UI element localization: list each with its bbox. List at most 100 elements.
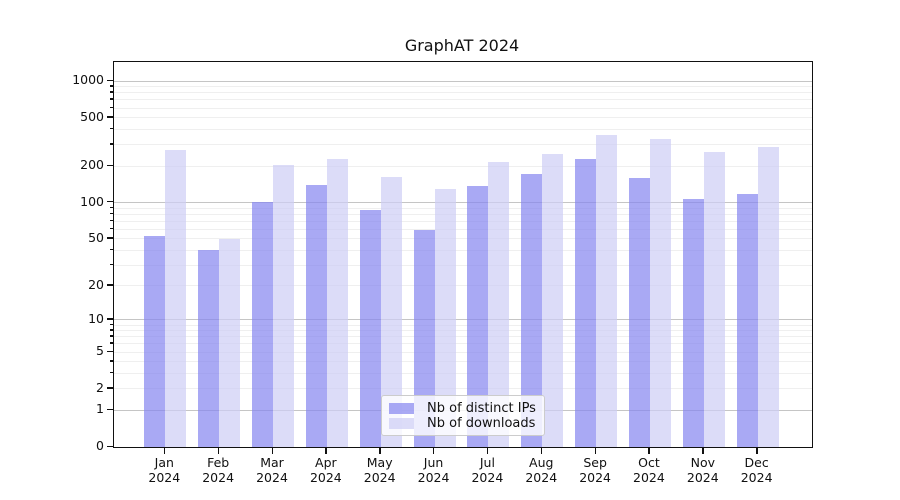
bar-ips-sep: [575, 159, 597, 447]
gridline-4: [114, 361, 812, 363]
bar-downloads-oct: [649, 139, 671, 447]
x-tick-label-mar: Mar 2024: [256, 455, 288, 485]
y-tick-label-1000: 1000: [72, 72, 104, 88]
bar-ips-jan: [144, 235, 166, 447]
legend-label-distinct-ips: Nb of distinct IPs: [427, 400, 536, 416]
gridline-80: [114, 213, 812, 215]
y-tick-mark-50: [107, 237, 113, 239]
gridline-900: [114, 86, 812, 88]
bar-downloads-jan: [165, 150, 187, 447]
legend-label-downloads: Nb of downloads: [427, 415, 536, 431]
bar-downloads-sep: [596, 135, 618, 447]
gridline-90: [114, 207, 812, 209]
x-tick-mark-oct: [648, 447, 650, 454]
x-tick-mark-sep: [594, 447, 596, 454]
y-minor-tick-mark-6: [110, 342, 113, 344]
y-minor-tick-mark-700: [110, 98, 113, 100]
y-tick-label-50: 50: [88, 229, 104, 245]
y-tick-label-500: 500: [80, 108, 104, 124]
bar-ips-may: [359, 210, 381, 447]
bar-downloads-feb: [219, 238, 241, 447]
y-minor-tick-mark-300: [110, 143, 113, 145]
x-tick-label-nov: Nov 2024: [686, 455, 719, 485]
gridline-8: [114, 330, 812, 332]
x-tick-mark-aug: [540, 447, 543, 454]
y-tick-label-10: 10: [88, 310, 104, 326]
y-tick-label-2: 2: [96, 379, 104, 395]
bar-downloads-mar: [273, 164, 294, 447]
bar-downloads-jun: [434, 188, 456, 447]
gridline-6: [114, 343, 812, 345]
y-minor-tick-mark-7: [110, 335, 113, 337]
gridline-100: [114, 202, 812, 204]
y-minor-tick-mark-4: [110, 360, 113, 362]
x-tick-label-sep: Sep 2024: [579, 455, 611, 485]
x-tick-label-feb: Feb 2024: [202, 455, 235, 485]
y-minor-tick-mark-9: [110, 323, 113, 325]
y-tick-label-100: 100: [80, 193, 104, 209]
x-tick-mark-apr: [325, 447, 327, 454]
y-tick-mark-500: [107, 116, 113, 118]
bar-ips-feb: [198, 250, 220, 447]
bar-downloads-may: [380, 176, 402, 447]
gridline-70: [114, 220, 812, 222]
x-tick-mark-feb: [217, 447, 220, 454]
x-tick-mark-mar: [271, 447, 273, 454]
gridline-400: [114, 128, 812, 130]
y-tick-mark-200: [107, 164, 113, 166]
bar-downloads-jul: [488, 162, 510, 447]
x-tick-label-jan: Jan 2024: [148, 455, 181, 485]
gridline-200: [114, 165, 812, 167]
legend: Nb of distinct IPs Nb of downloads: [381, 395, 545, 436]
legend-item-distinct-ips: Nb of distinct IPs: [389, 400, 536, 416]
x-tick-mark-may: [379, 447, 381, 454]
x-tick-mark-nov: [702, 447, 704, 454]
gridline-60: [114, 228, 812, 230]
gridline-5: [114, 351, 812, 353]
gridline-1000: [114, 80, 812, 82]
gridline-9: [114, 324, 812, 326]
bar-ips-dec: [736, 193, 758, 447]
gridline-40: [114, 249, 812, 251]
legend-item-downloads: Nb of downloads: [389, 415, 536, 431]
y-tick-mark-10: [107, 318, 113, 320]
y-minor-tick-mark-80: [110, 212, 113, 215]
gridline-3: [114, 373, 812, 375]
plot-area: Nb of distinct IPs Nb of downloads: [113, 61, 813, 448]
bar-ips-nov: [682, 198, 704, 447]
gridline-800: [114, 92, 812, 94]
y-minor-tick-mark-60: [110, 227, 113, 230]
y-tick-label-5: 5: [96, 343, 104, 359]
y-minor-tick-mark-40: [110, 248, 113, 251]
y-minor-tick-mark-90: [110, 206, 113, 208]
x-tick-mark-jul: [486, 447, 489, 454]
gridline-500: [114, 117, 812, 119]
x-tick-label-dec: Dec 2024: [740, 455, 773, 485]
gridline-10: [114, 319, 812, 321]
legend-swatch-downloads: [389, 417, 414, 429]
y-minor-tick-mark-70: [110, 219, 113, 222]
gridline-2: [114, 388, 812, 390]
y-minor-tick-mark-400: [110, 127, 113, 130]
bar-ips-aug: [521, 173, 543, 447]
y-minor-tick-mark-8: [110, 329, 113, 331]
y-tick-mark-2: [107, 387, 113, 389]
x-tick-mark-jun: [433, 447, 435, 454]
gridline-7: [114, 336, 812, 338]
y-tick-mark-1: [107, 408, 113, 411]
y-tick-mark-100: [107, 201, 113, 203]
bar-ips-mar: [252, 201, 273, 447]
x-tick-label-aug: Aug 2024: [525, 455, 558, 485]
y-tick-label-1: 1: [96, 401, 104, 417]
chart-title: GraphAT 2024: [404, 36, 520, 55]
y-minor-tick-mark-800: [110, 91, 113, 93]
y-tick-label-0: 0: [96, 438, 104, 453]
y-tick-mark-20: [107, 284, 113, 286]
y-tick-label-20: 20: [88, 276, 104, 292]
x-tick-label-jun: Jun 2024: [417, 455, 450, 485]
bar-ips-apr: [305, 184, 327, 447]
y-tick-mark-0: [107, 445, 113, 447]
bar-ips-oct: [628, 177, 650, 447]
y-tick-mark-5: [107, 350, 113, 352]
